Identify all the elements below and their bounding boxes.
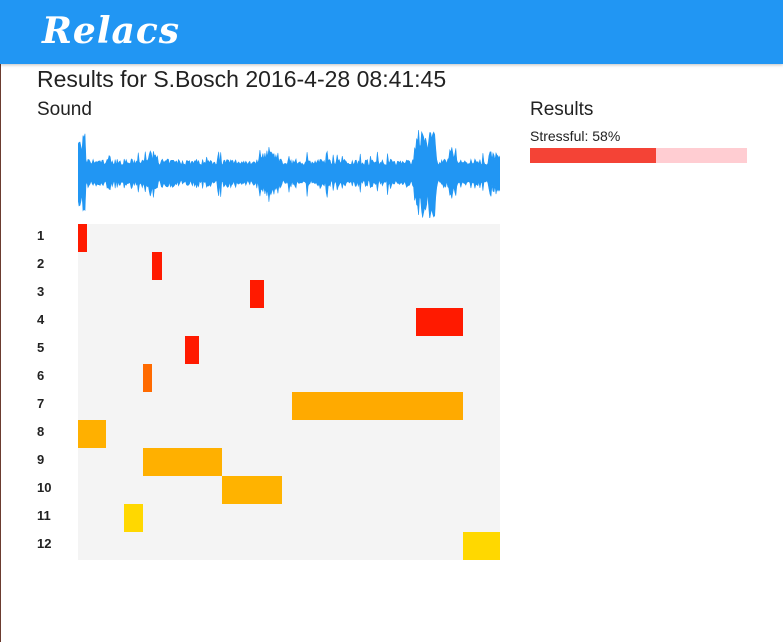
row-label-7: 7 <box>37 396 45 411</box>
sound-section-title: Sound <box>37 99 92 120</box>
row-label-3: 3 <box>37 284 45 299</box>
segment-row-9[interactable] <box>143 448 222 476</box>
stressful-result-fill <box>530 148 656 163</box>
segment-row-1[interactable] <box>78 224 87 252</box>
row-label-11: 11 <box>37 508 51 523</box>
segment-row-11[interactable] <box>124 504 143 532</box>
row-label-9: 9 <box>37 452 45 467</box>
stressful-result-label: Stressful: 58% <box>530 128 621 144</box>
page-title: Results for S.Bosch 2016-4-28 08:41:45 <box>37 66 447 92</box>
row-label-12: 12 <box>37 536 52 551</box>
results-section-title: Results <box>530 99 594 120</box>
segment-row-5[interactable] <box>185 336 199 364</box>
row-label-6: 6 <box>37 368 45 383</box>
row-label-8: 8 <box>37 424 45 439</box>
row-label-10: 10 <box>37 480 52 495</box>
left-edge-rule <box>0 64 1 642</box>
top-app-bar: Relacs <box>0 0 783 64</box>
sound-waveform[interactable] <box>78 128 500 218</box>
segment-row-8[interactable] <box>78 420 106 448</box>
waveform-path <box>78 129 500 218</box>
segment-row-2[interactable] <box>152 252 162 280</box>
row-label-1: 1 <box>37 228 45 243</box>
row-label-5: 5 <box>37 340 45 355</box>
segment-row-12[interactable] <box>463 532 500 560</box>
segment-row-6[interactable] <box>143 364 152 392</box>
segment-row-3[interactable] <box>250 280 264 308</box>
label-timeline <box>78 224 500 560</box>
row-label-4: 4 <box>37 312 45 327</box>
app-logo[interactable]: Relacs <box>42 10 181 52</box>
row-label-2: 2 <box>37 256 45 271</box>
stressful-result-bar <box>530 148 747 163</box>
segment-row-7[interactable] <box>292 392 463 420</box>
segment-row-4[interactable] <box>416 308 463 336</box>
segment-row-10[interactable] <box>222 476 282 504</box>
